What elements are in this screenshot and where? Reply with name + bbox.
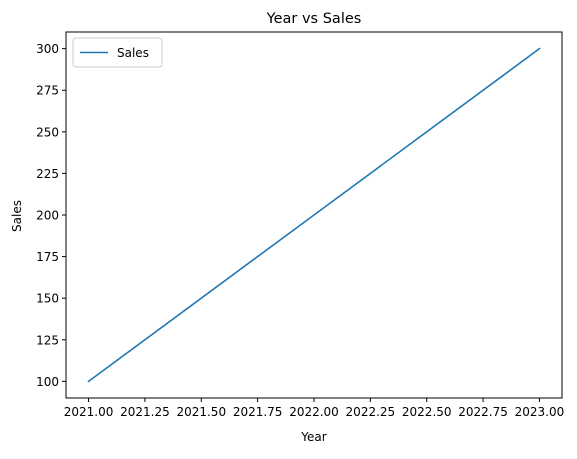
series-line-sales xyxy=(87,47,541,383)
y-tick-label: 200 xyxy=(36,209,59,223)
x-tick-label: 2021.75 xyxy=(233,405,283,419)
legend: Sales xyxy=(72,37,163,68)
x-tick-label: 2023.00 xyxy=(515,405,565,419)
plot-area: 2021.00 2021.25 2021.50 2021.75 2022.00 2022.… xyxy=(36,31,565,419)
x-tick-label: 2021.00 xyxy=(64,405,114,419)
y-tick-label: 225 xyxy=(36,167,59,181)
x-axis-ticks: 2021.00 2021.25 2021.50 2021.75 2022.00 2022.… xyxy=(64,398,565,419)
y-tick-label: 150 xyxy=(36,292,59,306)
x-tick-label: 2022.25 xyxy=(346,405,396,419)
x-tick-label: 2022.50 xyxy=(402,405,452,419)
legend-label-sales: Sales xyxy=(117,46,149,60)
x-tick-label: 2021.25 xyxy=(120,405,170,419)
x-tick-label: 2021.50 xyxy=(176,405,226,419)
y-tick-label: 100 xyxy=(36,375,59,389)
y-tick-label: 175 xyxy=(36,250,59,264)
y-axis-ticks: 100 125 150 175 200 225 250 275 300 xyxy=(36,42,66,389)
y-tick-label: 125 xyxy=(36,333,59,347)
chart-title: Year vs Sales xyxy=(266,11,362,27)
x-tick-label: 2022.75 xyxy=(458,405,508,419)
y-tick-label: 300 xyxy=(36,42,59,56)
y-tick-label: 250 xyxy=(36,125,59,139)
x-tick-label: 2022.00 xyxy=(289,405,339,419)
x-axis-label: Year xyxy=(300,430,326,444)
legend-frame xyxy=(72,37,163,68)
y-tick-label: 275 xyxy=(36,84,59,98)
y-axis-label: Sales xyxy=(10,200,24,232)
series-layer xyxy=(87,47,541,383)
